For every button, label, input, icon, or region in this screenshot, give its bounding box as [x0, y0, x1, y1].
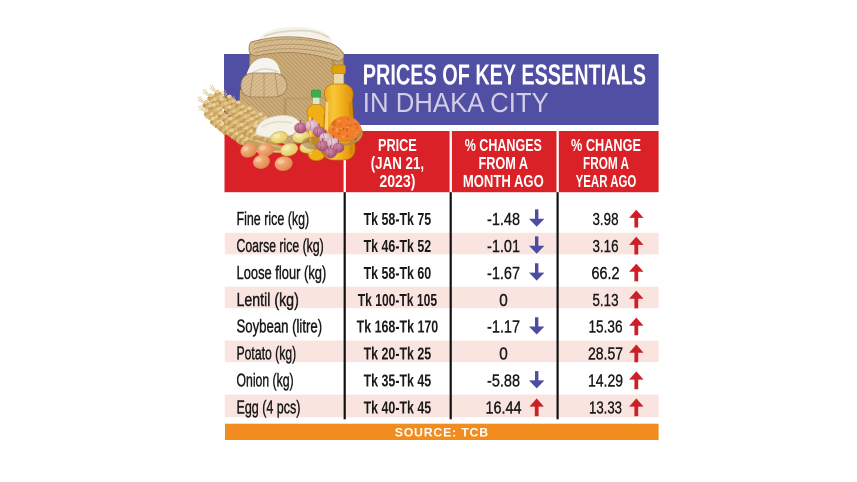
- svg-text:28.57: 28.57: [588, 344, 623, 364]
- svg-text:Tk 58-Tk 75: Tk 58-Tk 75: [364, 209, 432, 229]
- svg-text:Tk 35-Tk 45: Tk 35-Tk 45: [364, 371, 432, 391]
- svg-text:Coarse rice (kg): Coarse rice (kg): [237, 236, 324, 256]
- svg-text:0: 0: [499, 290, 508, 310]
- svg-text:FROM A: FROM A: [583, 153, 629, 173]
- svg-text:13.33: 13.33: [589, 398, 622, 418]
- svg-text:(JAN 21,: (JAN 21,: [371, 153, 424, 173]
- svg-text:-5.88: -5.88: [487, 371, 520, 391]
- svg-text:Tk 46-Tk 52: Tk 46-Tk 52: [364, 236, 432, 256]
- svg-text:PRICE: PRICE: [378, 135, 417, 155]
- svg-text:Potato (kg): Potato (kg): [237, 344, 297, 364]
- svg-text:FROM A: FROM A: [479, 153, 529, 173]
- svg-text:3.16: 3.16: [593, 236, 619, 256]
- svg-text:-1.67: -1.67: [487, 263, 520, 283]
- svg-text:IN DHAKA CITY: IN DHAKA CITY: [363, 87, 549, 118]
- svg-text:-1.48: -1.48: [487, 209, 520, 229]
- svg-text:0: 0: [499, 344, 508, 364]
- svg-text:Loose flour (kg): Loose flour (kg): [237, 263, 327, 283]
- svg-text:Lentil (kg): Lentil (kg): [237, 290, 299, 310]
- svg-text:Tk 168-Tk 170: Tk 168-Tk 170: [357, 317, 439, 337]
- svg-text:Soybean (litre): Soybean (litre): [237, 317, 323, 337]
- svg-text:Tk 40-Tk 45: Tk 40-Tk 45: [364, 398, 432, 418]
- svg-text:% CHANGES: % CHANGES: [465, 135, 542, 155]
- svg-text:5.13: 5.13: [593, 290, 619, 310]
- svg-text:3.98: 3.98: [593, 209, 619, 229]
- svg-text:PRICES OF KEY ESSENTIALS: PRICES OF KEY ESSENTIALS: [363, 59, 646, 91]
- svg-text:Fine rice (kg): Fine rice (kg): [237, 209, 310, 229]
- svg-text:% CHANGE: % CHANGE: [571, 135, 641, 155]
- svg-text:Tk 20-Tk 25: Tk 20-Tk 25: [364, 344, 432, 364]
- svg-text:16.44: 16.44: [486, 398, 522, 418]
- svg-text:Tk 58-Tk 60: Tk 58-Tk 60: [364, 263, 432, 283]
- svg-text:Egg (4 pcs): Egg (4 pcs): [237, 398, 301, 418]
- svg-text:Onion (kg): Onion (kg): [237, 371, 294, 391]
- svg-text:-1.17: -1.17: [487, 317, 520, 337]
- svg-text:Tk 100-Tk 105: Tk 100-Tk 105: [358, 290, 437, 310]
- svg-text:MONTH AGO: MONTH AGO: [463, 171, 544, 191]
- svg-text:2023): 2023): [379, 171, 415, 191]
- svg-text:14.29: 14.29: [588, 371, 623, 391]
- svg-text:YEAR AGO: YEAR AGO: [576, 171, 637, 191]
- svg-text:-1.01: -1.01: [487, 236, 520, 256]
- svg-text:SOURCE: TCB: SOURCE: TCB: [395, 425, 489, 439]
- svg-text:66.2: 66.2: [592, 263, 620, 283]
- svg-text:15.36: 15.36: [589, 317, 623, 337]
